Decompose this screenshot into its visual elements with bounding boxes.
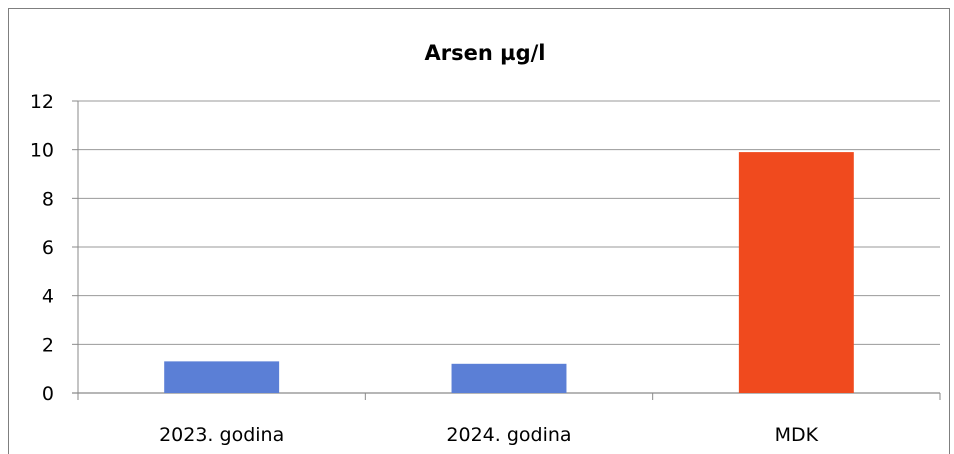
x-category-label: 2024. godina	[446, 424, 571, 446]
y-tick-label: 12	[30, 91, 54, 113]
x-category-label: 2023. godina	[159, 424, 284, 446]
y-tick-label: 0	[42, 383, 54, 405]
x-category-label: MDK	[775, 424, 819, 446]
y-tick-label: 10	[30, 140, 54, 162]
chart-title: Arsen µg/l	[425, 41, 546, 65]
y-tick-label: 8	[42, 188, 54, 210]
y-tick-label: 4	[42, 286, 54, 308]
y-tick-label: 6	[42, 237, 54, 259]
gridlines	[78, 100, 940, 345]
y-tick-label: 2	[42, 334, 54, 356]
bars	[164, 152, 854, 393]
bar-3	[738, 152, 854, 393]
bar-1	[164, 361, 280, 393]
axis-labels: 0 2 4 6 8 10 12 2023. godina 2024. godina MDK	[30, 91, 819, 446]
bar-2	[451, 363, 567, 393]
